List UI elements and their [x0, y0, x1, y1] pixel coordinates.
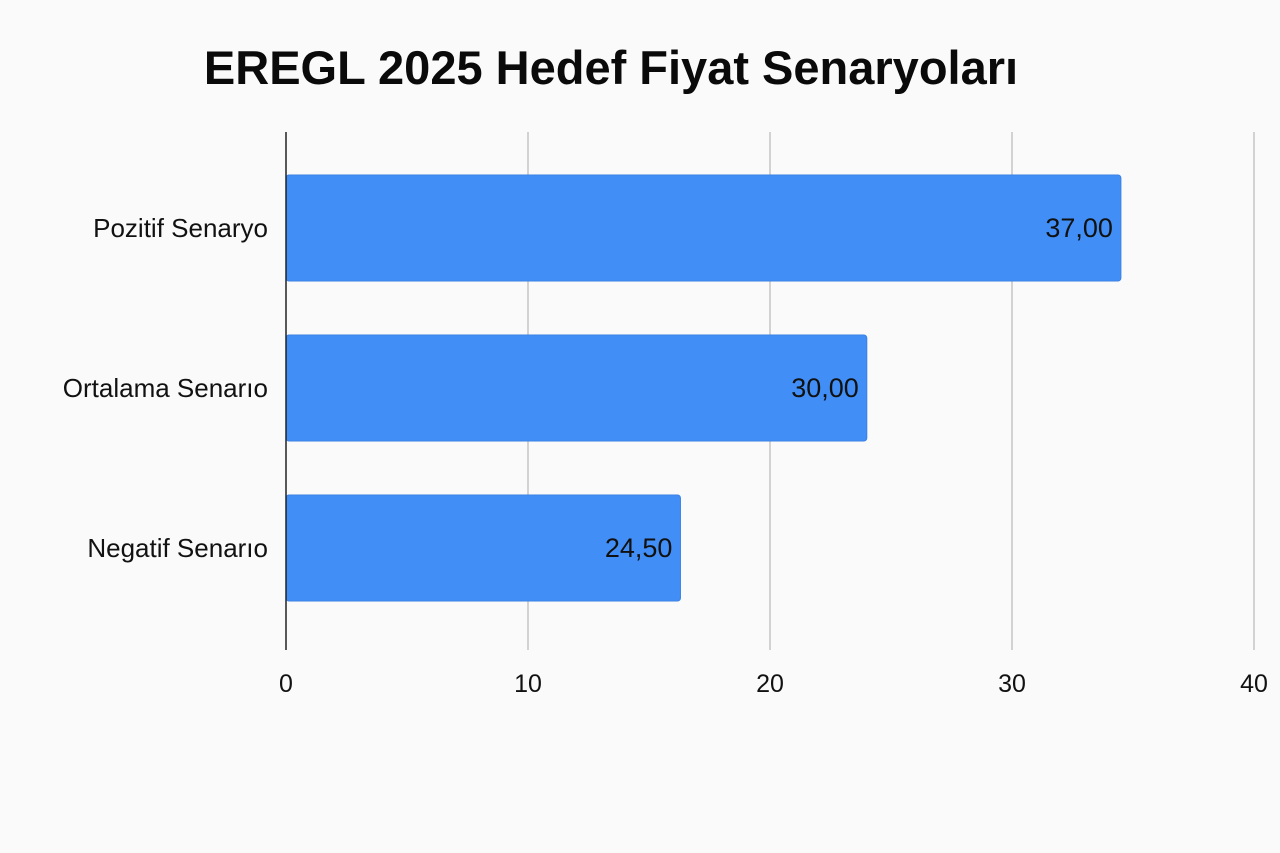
- bar: [285, 174, 1122, 282]
- chart-title: EREGL 2025 Hedef Fiyat Senaryoları: [203, 41, 1019, 94]
- x-tick-label: 0: [279, 670, 293, 698]
- category-label: Ortalama Senarıo: [63, 373, 268, 403]
- data-label: 24,50: [605, 533, 673, 563]
- x-tick-label: 10: [514, 670, 542, 698]
- x-tick-label: 20: [756, 670, 784, 698]
- data-label: 37,00: [1045, 213, 1113, 243]
- label-layer: 0 10 20 30 40 37,00 Pozitif Senaryo 30,00 Ortala…: [63, 213, 1268, 698]
- x-tick-label: 40: [1240, 670, 1268, 698]
- data-label: 30,00: [791, 373, 859, 403]
- x-tick-label: 30: [998, 670, 1026, 698]
- category-label: Negatif Senarıo: [87, 533, 268, 563]
- bar-layer: [285, 174, 1122, 602]
- bar: [285, 334, 868, 442]
- category-label: Pozitif Senaryo: [93, 213, 268, 243]
